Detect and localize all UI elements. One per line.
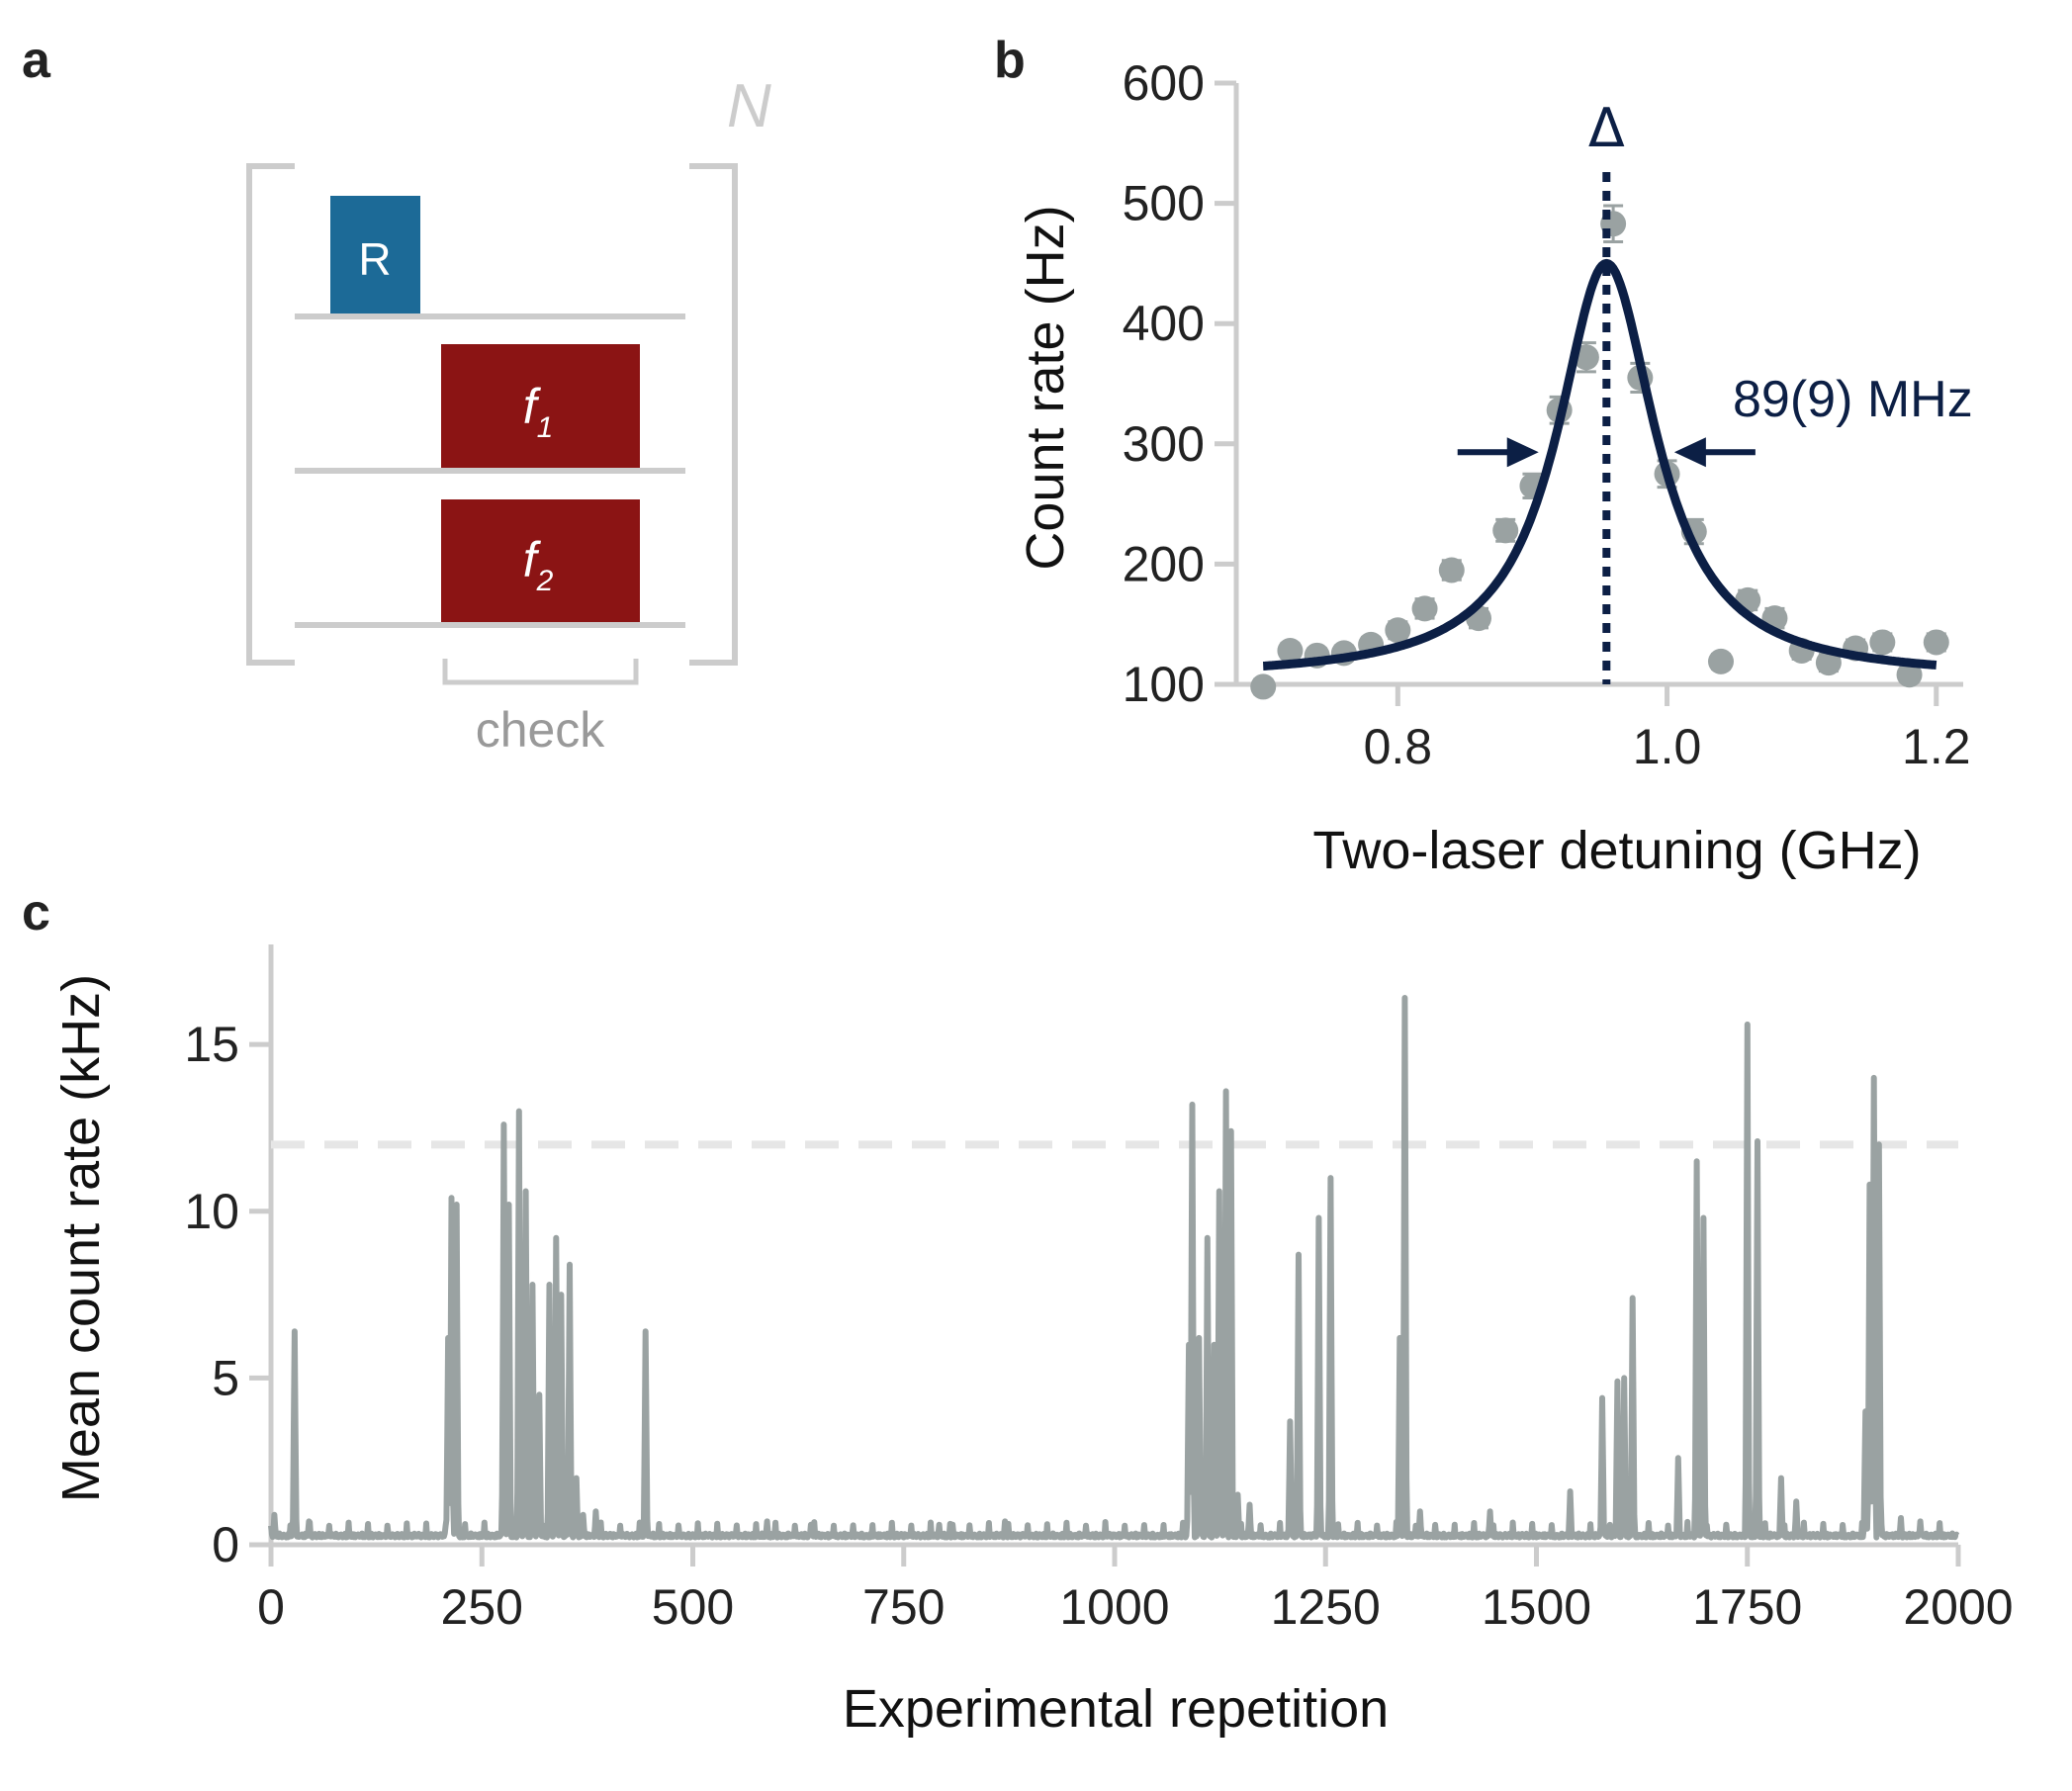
panel-b-y-tick-label: 100 [1123,657,1205,712]
panel-b-axes: 100 200 300 400 500 600 0.8 1.0 1.2 [1123,55,1971,774]
panel-b-y-axis-label: Count rate (Hz) [1016,205,1075,570]
panel-c-x-tick-label: 1000 [1059,1579,1169,1635]
panel-c-letter: c [22,884,50,941]
panel-b-data-point [1896,662,1923,688]
panel-b-x-tick-label: 0.8 [1364,719,1433,774]
panel-b-data-point [1708,648,1734,674]
panel-c-x-axis-label: Experimental repetition [843,1679,1389,1739]
panel-b-data-point [1385,617,1411,644]
panel-c-x-tick-label: 2000 [1903,1579,2013,1635]
panel-b-data-point [1815,650,1842,676]
right-bracket [689,163,738,666]
panel-b-left-arrow-head [1506,437,1539,468]
panel-b-data-point [1277,637,1304,664]
panel-b-data-point [1250,673,1277,700]
panel-b-letter: b [994,32,1026,89]
panel-c-y-tick-label: 5 [212,1350,239,1405]
panel-a-letter: a [22,32,51,89]
panel-b-data-point [1923,629,1949,656]
panel-c-y-tick-label: 10 [184,1184,239,1239]
panel-b-data-point [1438,557,1465,583]
check-bracket [442,659,639,685]
panel-c-x-tick-label: 750 [862,1579,945,1635]
panel-b-data-point [1411,595,1438,622]
panel-b-y-tick-label: 300 [1123,416,1205,472]
reset-pulse-label: R [358,233,391,285]
panel-c-x-tick-label: 250 [441,1579,523,1635]
panel-a: a N R f1 f2 check [22,32,771,758]
panel-b-data-point [1869,629,1896,656]
panel-b-width-label: 89(9) MHz [1733,371,1973,428]
panel-b-right-arrow-head [1673,437,1706,468]
panel-b-y-tick-label: 400 [1123,296,1205,351]
pulse-f2-box [441,499,640,622]
panel-c-x-tick-label: 500 [652,1579,734,1635]
panel-c: c 0 5 10 15 0 250 500 750 1000 1250 1500 1750 2000 E… [22,884,2014,1739]
panel-b-x-tick-label: 1.2 [1902,719,1971,774]
panel-c-y-tick-label: 0 [212,1517,239,1572]
panel-b: b 100 200 300 400 500 600 0.8 1.0 1.2 Δ 89(9) MHz… [994,32,1973,880]
panel-c-x-tick-label: 1500 [1482,1579,1591,1635]
panel-b-y-tick-label: 500 [1123,176,1205,231]
repeat-count-label: N [727,72,771,140]
panel-c-x-tick-label: 1750 [1692,1579,1802,1635]
panel-b-delta-label: Δ [1588,97,1625,159]
panel-c-y-axis-label: Mean count rate (kHz) [51,974,111,1502]
panel-c-marks [268,995,1961,1541]
panel-b-y-tick-label: 200 [1123,536,1205,591]
panel-c-axes: 0 5 10 15 0 250 500 750 1000 1250 1500 1750 2000 [184,944,2014,1635]
reset-pulse-box [330,196,420,318]
panel-c-x-tick-label: 0 [257,1579,285,1635]
panel-b-data-point [1492,517,1519,544]
panel-c-y-tick-label: 15 [184,1017,239,1072]
check-label: check [476,702,606,758]
panel-c-x-tick-label: 1250 [1271,1579,1381,1635]
left-bracket [246,163,295,666]
panel-b-x-tick-label: 1.0 [1633,719,1702,774]
pulse-f1-box [441,344,640,470]
panel-b-fit-curve [1261,258,1938,671]
panel-c-trace [268,995,1961,1541]
panel-b-y-tick-label: 600 [1123,55,1205,111]
panel-b-x-axis-label: Two-laser detuning (GHz) [1312,821,1921,880]
panel-b-marks: Δ 89(9) MHz [1250,97,1973,700]
